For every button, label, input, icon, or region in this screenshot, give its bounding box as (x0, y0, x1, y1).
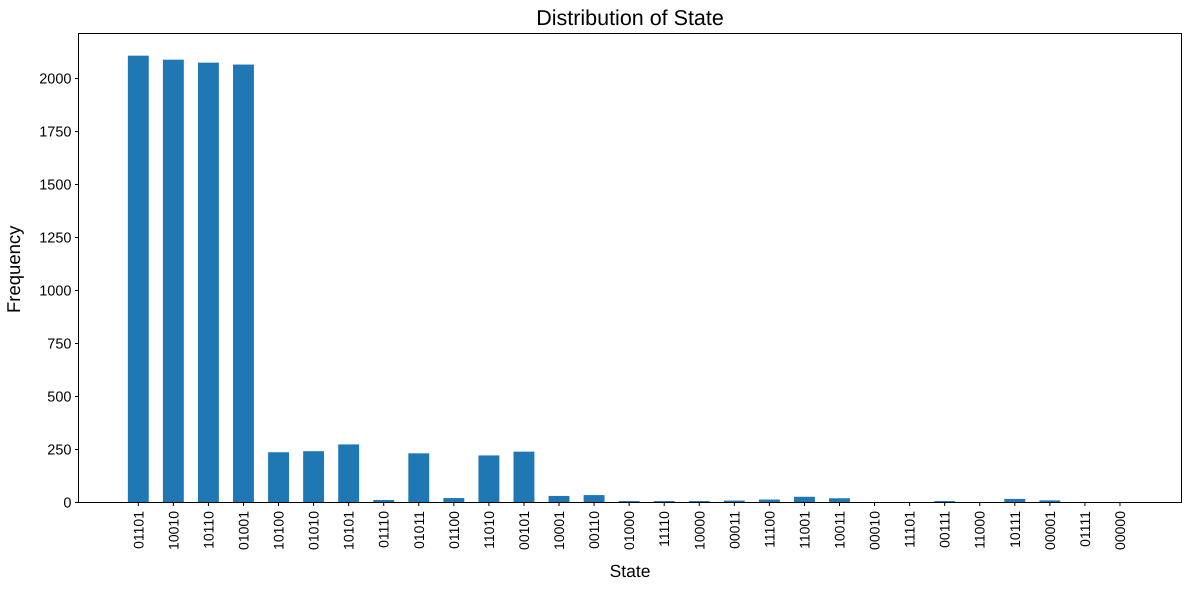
svg-text:00011: 00011 (726, 511, 742, 549)
svg-text:00101: 00101 (516, 511, 532, 550)
svg-text:01101: 01101 (130, 511, 146, 549)
svg-text:11100: 11100 (761, 511, 777, 548)
svg-text:1750: 1750 (39, 125, 71, 141)
svg-text:10111: 10111 (1007, 511, 1023, 548)
svg-text:750: 750 (47, 337, 71, 353)
svg-text:00010: 00010 (867, 511, 883, 550)
svg-text:1000: 1000 (39, 284, 71, 300)
svg-text:00111: 00111 (937, 511, 953, 548)
svg-text:11001: 11001 (796, 511, 812, 549)
svg-text:10010: 10010 (165, 511, 181, 550)
svg-text:2000: 2000 (39, 72, 71, 88)
svg-text:01011: 01011 (411, 511, 427, 549)
svg-text:1250: 1250 (39, 231, 71, 247)
svg-text:10011: 10011 (832, 511, 848, 549)
svg-text:01100: 01100 (446, 511, 462, 549)
svg-text:10001: 10001 (551, 511, 567, 550)
svg-text:0: 0 (63, 496, 71, 512)
svg-text:11000: 11000 (972, 511, 988, 549)
svg-text:10000: 10000 (691, 511, 707, 550)
svg-text:00110: 00110 (586, 511, 602, 549)
svg-text:10101: 10101 (341, 511, 357, 550)
svg-text:00000: 00000 (1112, 511, 1128, 550)
svg-text:01001: 01001 (235, 511, 251, 550)
svg-text:11010: 11010 (481, 511, 497, 549)
svg-text:01111: 01111 (1077, 511, 1093, 547)
svg-text:10110: 10110 (200, 511, 216, 549)
svg-text:10100: 10100 (271, 511, 287, 550)
svg-text:250: 250 (47, 443, 71, 459)
svg-text:11110: 11110 (656, 511, 672, 547)
svg-text:11101: 11101 (902, 511, 918, 548)
svg-text:01010: 01010 (306, 511, 322, 550)
svg-text:1500: 1500 (39, 178, 71, 194)
svg-text:00001: 00001 (1042, 511, 1058, 550)
svg-text:01000: 01000 (621, 511, 637, 550)
svg-text:01110: 01110 (376, 511, 392, 548)
svg-text:500: 500 (47, 390, 71, 406)
